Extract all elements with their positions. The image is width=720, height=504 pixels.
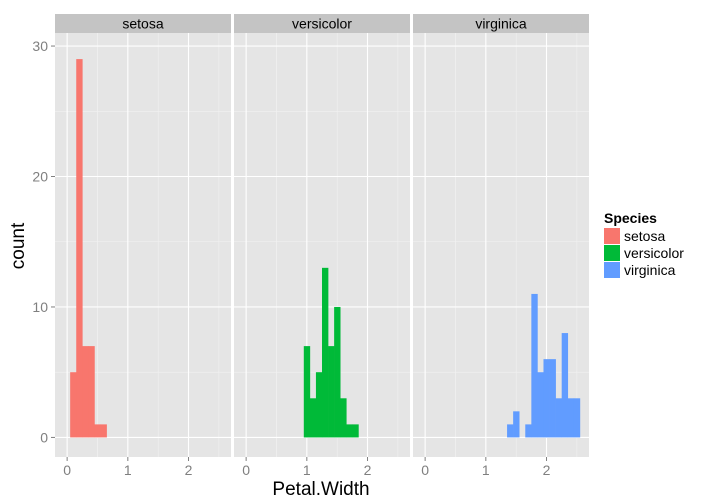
histogram-bar xyxy=(82,346,89,438)
x-tick-label: 2 xyxy=(543,462,551,478)
histogram-bar xyxy=(549,359,556,438)
y-tick-label: 0 xyxy=(40,429,48,445)
histogram-bar xyxy=(352,424,359,438)
legend-key-virginica xyxy=(604,262,620,278)
x-tick-label: 2 xyxy=(364,462,372,478)
y-axis-title: count xyxy=(8,222,29,269)
histogram-bar xyxy=(309,398,317,438)
legend-key-versicolor xyxy=(604,245,620,261)
x-tick-label: 0 xyxy=(63,462,71,478)
x-axis-title: Petal.Width xyxy=(272,479,369,500)
legend-label-versicolor: versicolor xyxy=(624,245,684,261)
legend-key-setosa xyxy=(604,228,620,244)
legend-label-virginica: virginica xyxy=(624,262,676,278)
histogram-bar xyxy=(100,424,107,438)
facet-panel-setosa: setosa 0 1 2 xyxy=(55,14,231,478)
histogram-bar xyxy=(567,398,575,438)
histogram-bar xyxy=(334,306,341,438)
legend-label-setosa: setosa xyxy=(624,228,665,244)
histogram-bar xyxy=(70,372,77,438)
x-tick-label: 1 xyxy=(124,462,132,478)
panel-background xyxy=(413,33,589,457)
histogram-bar xyxy=(76,59,83,438)
legend-title: Species xyxy=(604,210,657,226)
histogram-bar xyxy=(561,333,569,438)
facet-strip xyxy=(413,14,589,33)
y-axis: 0 10 20 30 xyxy=(32,38,55,445)
facet-strip-label: versicolor xyxy=(292,16,352,32)
histogram-bar xyxy=(555,398,562,438)
x-tick-label: 1 xyxy=(303,462,311,478)
histogram-bar xyxy=(315,372,323,438)
histogram-bar xyxy=(346,424,353,438)
histogram-bar xyxy=(328,346,335,438)
histogram-bar xyxy=(88,346,95,438)
histogram-bar xyxy=(507,424,514,438)
x-tick-label: 2 xyxy=(185,462,193,478)
facet-strip-label: virginica xyxy=(475,16,527,32)
x-tick-label: 0 xyxy=(242,462,250,478)
histogram-bar xyxy=(94,424,101,438)
histogram-bar xyxy=(531,293,538,438)
histogram-bar xyxy=(322,267,329,438)
histogram-bar xyxy=(573,398,581,438)
histogram-bar xyxy=(340,398,347,438)
facet-strip xyxy=(234,14,410,33)
histogram-bar xyxy=(543,359,550,438)
x-tick-label: 0 xyxy=(421,462,429,478)
histogram-bar xyxy=(513,411,520,438)
facet-panels: setosa 0 1 2 versicolor 0 1 2 virginica 0 1 2 xyxy=(55,14,589,478)
facet-panel-versicolor: versicolor 0 1 2 xyxy=(234,14,410,478)
histogram-bar xyxy=(537,372,544,438)
facet-strip-label: setosa xyxy=(122,16,163,32)
facet-panel-virginica: virginica 0 1 2 xyxy=(413,14,589,478)
y-tick-label: 10 xyxy=(32,299,48,315)
x-tick-label: 1 xyxy=(482,462,490,478)
facet-strip xyxy=(55,14,231,33)
y-tick-label: 20 xyxy=(32,169,48,185)
histogram-bar xyxy=(303,346,311,438)
y-tick-label: 30 xyxy=(32,38,48,54)
histogram-bar xyxy=(525,424,532,438)
